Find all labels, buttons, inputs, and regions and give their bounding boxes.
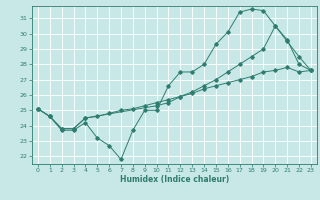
X-axis label: Humidex (Indice chaleur): Humidex (Indice chaleur) — [120, 175, 229, 184]
